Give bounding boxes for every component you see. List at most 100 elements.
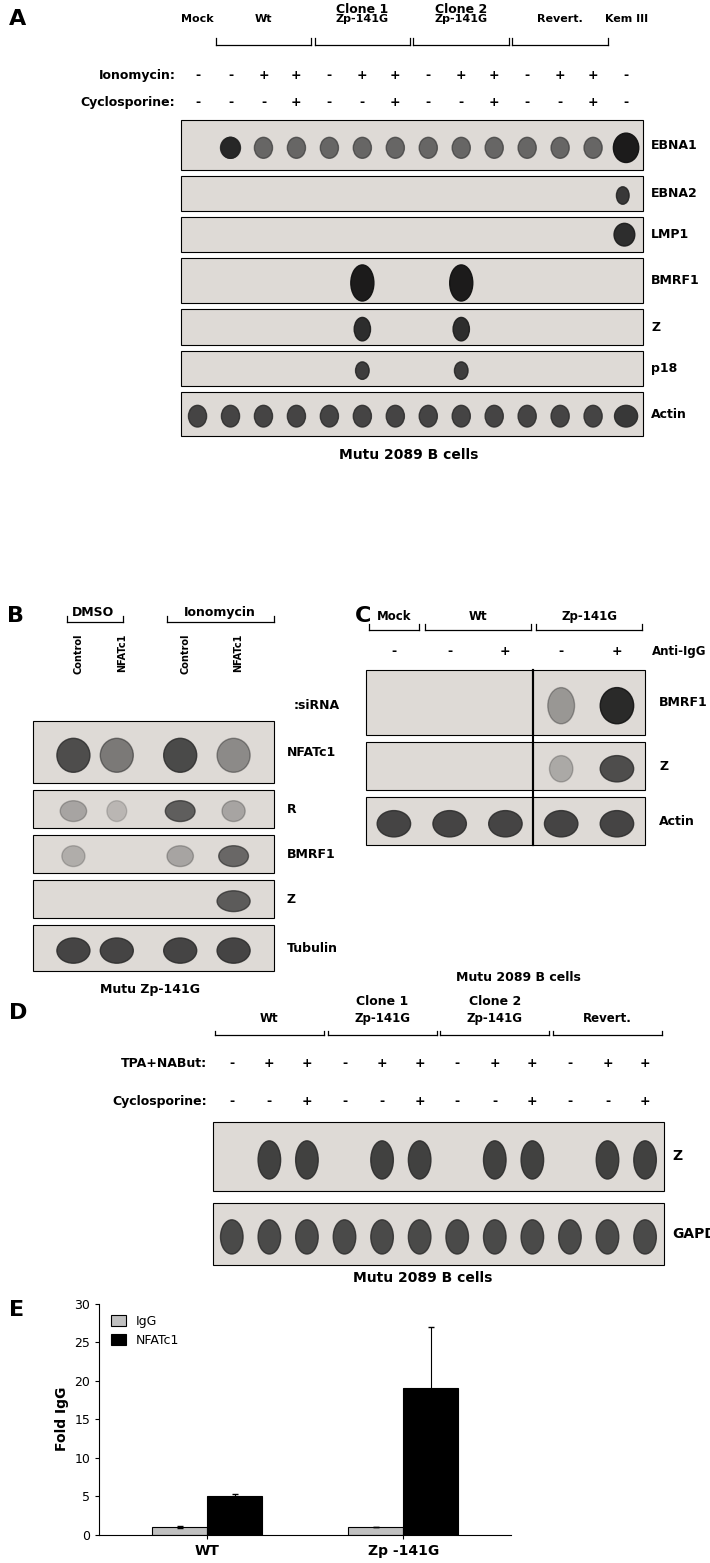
Text: Kem III: Kem III xyxy=(604,14,648,23)
Bar xyxy=(366,669,645,735)
Ellipse shape xyxy=(446,1219,469,1254)
Ellipse shape xyxy=(354,138,371,158)
Text: -: - xyxy=(623,95,628,109)
Text: +: + xyxy=(489,1058,500,1071)
Text: -: - xyxy=(454,1058,460,1071)
Text: E: E xyxy=(9,1300,23,1321)
Text: +: + xyxy=(291,95,302,109)
Text: -: - xyxy=(559,646,564,658)
Ellipse shape xyxy=(485,405,503,427)
Ellipse shape xyxy=(634,1219,656,1254)
Text: -: - xyxy=(342,1058,347,1071)
Text: +: + xyxy=(264,1058,275,1071)
Ellipse shape xyxy=(333,1219,356,1254)
Text: -: - xyxy=(228,69,233,81)
Text: -: - xyxy=(454,1096,460,1108)
Ellipse shape xyxy=(288,138,305,158)
Text: TPA+NABut:: TPA+NABut: xyxy=(121,1058,207,1071)
Bar xyxy=(181,392,643,436)
Bar xyxy=(181,217,643,252)
Text: +: + xyxy=(588,69,599,81)
Bar xyxy=(181,309,643,345)
Text: NFATc1: NFATc1 xyxy=(287,746,337,758)
Bar xyxy=(33,880,273,917)
Text: Ionomycin:: Ionomycin: xyxy=(99,69,175,81)
Ellipse shape xyxy=(219,846,248,866)
Ellipse shape xyxy=(551,405,569,427)
Text: EBNA2: EBNA2 xyxy=(651,188,698,200)
Text: Clone 2: Clone 2 xyxy=(469,994,521,1008)
Bar xyxy=(213,1204,664,1264)
Ellipse shape xyxy=(354,317,371,341)
Text: +: + xyxy=(456,69,466,81)
Ellipse shape xyxy=(614,224,635,245)
Ellipse shape xyxy=(488,811,522,836)
Text: +: + xyxy=(390,69,400,81)
Ellipse shape xyxy=(452,405,470,427)
Legend: IgG, NFATc1: IgG, NFATc1 xyxy=(106,1310,184,1352)
Bar xyxy=(366,797,645,846)
Text: -: - xyxy=(426,95,431,109)
Text: -: - xyxy=(229,1096,234,1108)
Ellipse shape xyxy=(433,811,466,836)
Text: Mutu 2089 B cells: Mutu 2089 B cells xyxy=(353,1271,492,1285)
Ellipse shape xyxy=(548,688,574,724)
Text: Control: Control xyxy=(180,633,190,674)
Text: -: - xyxy=(426,69,431,81)
Text: +: + xyxy=(602,1058,613,1071)
Ellipse shape xyxy=(550,755,573,782)
Text: +: + xyxy=(527,1058,537,1071)
Text: A: A xyxy=(9,9,26,30)
Ellipse shape xyxy=(521,1219,544,1254)
Ellipse shape xyxy=(188,405,207,427)
Ellipse shape xyxy=(254,138,273,158)
Bar xyxy=(181,177,643,211)
Text: +: + xyxy=(588,95,599,109)
Text: BMRF1: BMRF1 xyxy=(651,274,700,288)
Ellipse shape xyxy=(600,811,633,836)
Text: Z: Z xyxy=(672,1149,682,1163)
Ellipse shape xyxy=(351,264,374,302)
Ellipse shape xyxy=(518,138,536,158)
Text: +: + xyxy=(357,69,368,81)
Text: -: - xyxy=(391,646,396,658)
Ellipse shape xyxy=(386,405,405,427)
Text: p18: p18 xyxy=(651,363,677,375)
Text: BMRF1: BMRF1 xyxy=(287,847,336,861)
Text: Z: Z xyxy=(287,892,296,907)
Ellipse shape xyxy=(616,188,629,205)
Ellipse shape xyxy=(371,1219,393,1254)
Text: Zp-141G: Zp-141G xyxy=(336,14,389,23)
Text: NFATc1: NFATc1 xyxy=(116,633,127,672)
Y-axis label: Fold IgG: Fold IgG xyxy=(55,1386,69,1452)
Ellipse shape xyxy=(551,138,569,158)
Text: -: - xyxy=(195,95,200,109)
Text: Actin: Actin xyxy=(660,814,695,828)
Bar xyxy=(213,1122,664,1191)
Ellipse shape xyxy=(258,1219,280,1254)
Text: -: - xyxy=(261,95,266,109)
Bar xyxy=(403,1388,458,1535)
Ellipse shape xyxy=(419,138,437,158)
Ellipse shape xyxy=(57,938,90,963)
Text: Anti-IgG: Anti-IgG xyxy=(652,646,706,658)
Text: LMP1: LMP1 xyxy=(651,228,689,241)
Text: +: + xyxy=(302,1096,312,1108)
Text: GAPDH: GAPDH xyxy=(672,1227,710,1241)
Ellipse shape xyxy=(221,138,241,158)
Ellipse shape xyxy=(164,938,197,963)
Text: -: - xyxy=(623,69,628,81)
Text: C: C xyxy=(355,606,371,625)
Text: Wt: Wt xyxy=(260,1011,278,1025)
Text: Mutu Zp-141G: Mutu Zp-141G xyxy=(100,983,200,996)
Text: Actin: Actin xyxy=(651,408,687,420)
Bar xyxy=(33,835,273,874)
Ellipse shape xyxy=(100,938,133,963)
Text: -: - xyxy=(557,95,563,109)
Ellipse shape xyxy=(100,738,133,772)
Text: Zp-141G: Zp-141G xyxy=(354,1011,410,1025)
Ellipse shape xyxy=(222,405,239,427)
Text: Zp-141G: Zp-141G xyxy=(561,610,617,622)
Text: +: + xyxy=(489,69,500,81)
Ellipse shape xyxy=(408,1141,431,1179)
